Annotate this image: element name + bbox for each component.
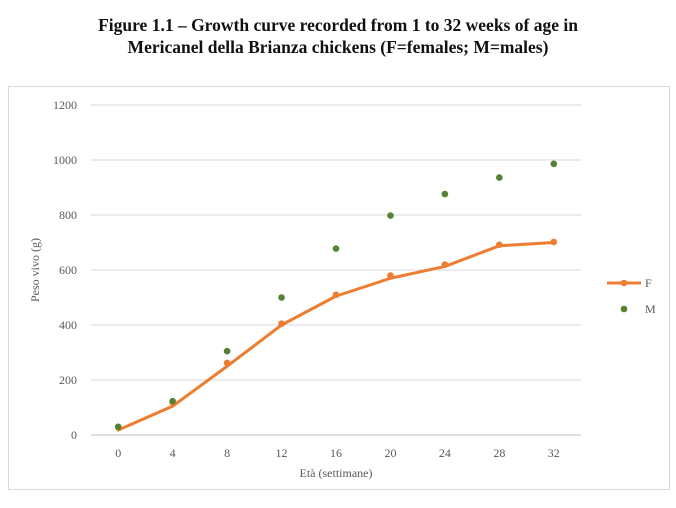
x-tick-label: 12	[276, 446, 288, 460]
y-axis-label: Peso vivo (g)	[28, 238, 42, 302]
data-point-M	[223, 347, 231, 355]
y-tick-label: 1200	[53, 98, 77, 112]
data-point-M	[169, 397, 176, 405]
growth-chart: 0 200 400 600 800 1000 1200 0 4 8 12 16 20 24 28 32 Pe…	[28, 98, 656, 480]
x-tick-label: 8	[224, 446, 230, 460]
legend-label-M: M	[645, 302, 656, 316]
y-tick-label: 400	[59, 318, 77, 332]
data-point-F	[332, 291, 340, 299]
data-point-F	[387, 272, 394, 279]
x-axis-label: Età (settimane)	[300, 466, 373, 480]
data-point-M	[278, 294, 285, 301]
data-point-F	[441, 261, 449, 268]
y-tick-label: 600	[59, 263, 77, 277]
legend-marker-M	[620, 305, 628, 313]
data-point-F	[223, 359, 231, 367]
x-tick-label: 16	[330, 446, 342, 460]
figure-title-line-2: Mericanel della Brianza chickens (F=fema…	[127, 37, 549, 57]
x-tick-label: 0	[115, 446, 121, 460]
x-tick-label: 32	[548, 446, 560, 460]
y-tick-label: 0	[71, 428, 77, 442]
x-tick-label: 20	[384, 446, 396, 460]
x-tick-label: 28	[493, 446, 505, 460]
chart-area: 0 200 400 600 800 1000 1200 0 4 8 12 16 20 24 28 32 Pe…	[8, 86, 670, 490]
series-layer	[114, 160, 558, 432]
data-point-M	[114, 423, 122, 431]
y-tick-label: 200	[59, 373, 77, 387]
gridlines	[91, 104, 581, 436]
y-tick-label: 1000	[53, 153, 77, 167]
data-point-M	[387, 212, 394, 219]
x-tick-label: 24	[439, 446, 451, 460]
series-line-F	[116, 241, 556, 432]
data-point-M	[332, 245, 340, 252]
y-tick-label: 800	[59, 208, 77, 222]
legend-marker-F	[620, 279, 628, 287]
legend-label-F: F	[645, 276, 652, 290]
x-tick-label: 4	[170, 446, 176, 460]
data-point-M	[441, 190, 449, 198]
data-point-M	[496, 174, 503, 181]
figure-title-line-1: Figure 1.1 – Growth curve recorded from …	[98, 15, 578, 35]
legend: FM	[607, 276, 656, 316]
data-point-F	[550, 238, 558, 246]
data-point-M	[550, 160, 558, 168]
y-tick-labels: 0 200 400 600 800 1000 1200	[53, 98, 77, 442]
x-tick-labels: 0 4 8 12 16 20 24 28 32	[115, 446, 560, 460]
data-point-F	[496, 241, 503, 248]
data-point-F	[278, 320, 285, 327]
figure-title: Figure 1.1 – Growth curve recorded from …	[0, 14, 676, 58]
